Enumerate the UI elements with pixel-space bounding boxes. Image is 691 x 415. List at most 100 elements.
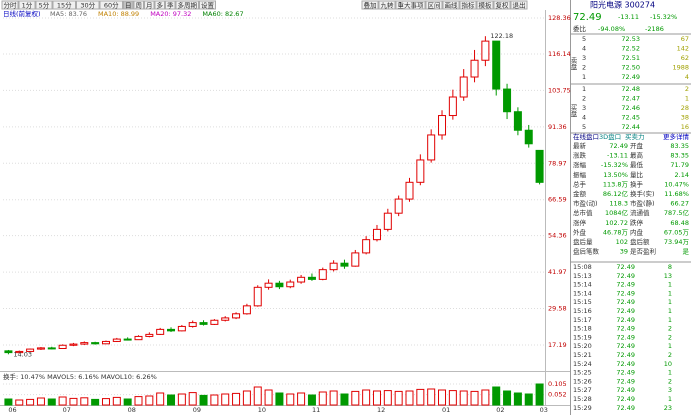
stat-label: 总手 <box>573 179 587 188</box>
trade-time: 15:26 <box>573 377 592 385</box>
volume-bar <box>264 389 273 406</box>
candle-body <box>427 134 436 161</box>
weicha: -2186 <box>645 25 664 33</box>
toolbar-button[interactable] <box>18 0 36 10</box>
y-tick-label: 116.14 <box>548 50 571 58</box>
toolbar-label[interactable]: 九转 <box>381 1 395 10</box>
toolbar-label[interactable]: 叠加 <box>364 1 377 10</box>
toolbar-button[interactable] <box>99 0 123 10</box>
candle-body <box>416 159 425 183</box>
toolbar-button[interactable] <box>378 0 396 10</box>
toolbar-button[interactable] <box>52 0 76 10</box>
volume-bar <box>297 392 306 406</box>
toolbar-label[interactable]: 15分 <box>57 1 72 10</box>
trade-volume: 10 <box>664 360 672 368</box>
trade-price: 72.49 <box>616 298 635 306</box>
volume-bar <box>26 398 35 406</box>
label: 买盘 <box>569 104 577 118</box>
trade-price: 72.49 <box>616 404 635 412</box>
toolbar-label[interactable]: 周 <box>136 2 143 10</box>
trade-price: 72.49 <box>616 272 635 280</box>
toolbar-label[interactable]: 模板 <box>479 1 493 10</box>
y-tick-label: 128.36 <box>548 14 571 22</box>
toolbar-button[interactable] <box>123 0 134 10</box>
toolbar-button[interactable] <box>459 0 477 10</box>
volume-bar <box>503 390 512 406</box>
toolbar-label[interactable]: 1分 <box>22 1 33 10</box>
toolbar-label[interactable]: 退出 <box>513 1 526 10</box>
toolbar-button[interactable] <box>35 0 53 10</box>
candle-body <box>535 149 544 183</box>
toolbar-label[interactable]: 季 <box>167 1 174 10</box>
stat-label: 是否盈利 <box>630 247 656 256</box>
stat-label: 涨幅 <box>573 160 587 169</box>
toolbar-label[interactable]: 分时 <box>4 1 18 10</box>
toolbar-button[interactable] <box>476 0 494 10</box>
toolbar-label[interactable]: 画线 <box>445 1 459 10</box>
y-tick-label: 91.36 <box>548 123 567 131</box>
y-tick-label: 17.19 <box>548 341 567 349</box>
level-price: 72.44 <box>621 123 640 131</box>
stat-label: 涨停 <box>573 218 587 227</box>
volume-bar <box>69 397 78 406</box>
toolbar-button[interactable] <box>154 0 165 10</box>
level-price: 72.45 <box>621 114 640 122</box>
candle-body <box>448 96 457 117</box>
toolbar-button[interactable] <box>144 0 155 10</box>
volume-bar <box>123 398 132 406</box>
candle-body <box>524 129 533 145</box>
candle-body <box>188 322 197 327</box>
toolbar-label[interactable]: 30分 <box>80 1 95 10</box>
stat-value: 13.50% <box>603 171 628 179</box>
volume-bar <box>427 388 436 406</box>
trade-time: 15:08 <box>573 263 592 271</box>
volume-bar <box>101 398 110 406</box>
candle-body <box>351 252 360 267</box>
level-price: 72.50 <box>621 64 640 72</box>
toolbar-button[interactable] <box>133 0 144 10</box>
level-volume: 142 <box>677 45 689 53</box>
volume-bar <box>91 398 100 406</box>
more-link[interactable]: 更多详情 <box>663 132 690 141</box>
toolbar-label[interactable]: 月 <box>146 2 153 10</box>
toolbar-label[interactable]: 设置 <box>201 1 215 10</box>
toolbar-label[interactable]: 重大事项 <box>398 1 425 10</box>
toolbar-button[interactable] <box>425 0 443 10</box>
tab[interactable]: 买卖力 <box>625 132 645 141</box>
volume-bar <box>36 397 45 406</box>
toolbar-label[interactable]: 多周期 <box>178 1 198 10</box>
toolbar-label[interactable]: 5分 <box>39 1 50 10</box>
toolbar-button[interactable] <box>76 0 100 10</box>
stat-value: 1084亿 <box>605 208 629 217</box>
toolbar-button[interactable] <box>199 0 216 10</box>
toolbar-label[interactable]: 区间 <box>428 2 441 10</box>
trade-price: 72.49 <box>616 307 635 315</box>
candle-body <box>210 319 219 325</box>
toolbar-button[interactable] <box>442 0 460 10</box>
tab[interactable]: 在线盘口 <box>573 132 599 141</box>
toolbar-label[interactable]: 复权 <box>496 1 510 10</box>
y-tick-label: 0.052 <box>548 391 567 399</box>
toolbar-label[interactable]: 指标 <box>462 1 476 10</box>
toolbar-button[interactable] <box>510 0 528 10</box>
volume-bar <box>524 393 533 406</box>
toolbar-button[interactable] <box>493 0 511 10</box>
toolbar-button[interactable] <box>395 0 426 10</box>
volume-bar <box>80 397 89 406</box>
stat-label: 流通值 <box>630 208 650 217</box>
candle-body <box>253 286 262 307</box>
toolbar-button[interactable] <box>1 0 19 10</box>
level-price: 72.48 <box>621 85 640 93</box>
stat-label: 涨跌 <box>573 151 587 160</box>
toolbar-button[interactable] <box>361 0 379 10</box>
toolbar-label[interactable]: 日 <box>125 2 132 10</box>
toolbar-label[interactable]: 60分 <box>104 1 119 10</box>
toolbar-button[interactable] <box>175 0 199 10</box>
tab[interactable]: 3D盘口 <box>599 132 621 141</box>
trade-volume: 1 <box>668 369 672 377</box>
toolbar-label[interactable]: 多 <box>157 1 164 10</box>
volume-bar <box>318 391 327 406</box>
candle-body <box>177 325 186 332</box>
toolbar-button[interactable] <box>165 0 176 10</box>
trade-time: 15:27 <box>573 386 592 394</box>
